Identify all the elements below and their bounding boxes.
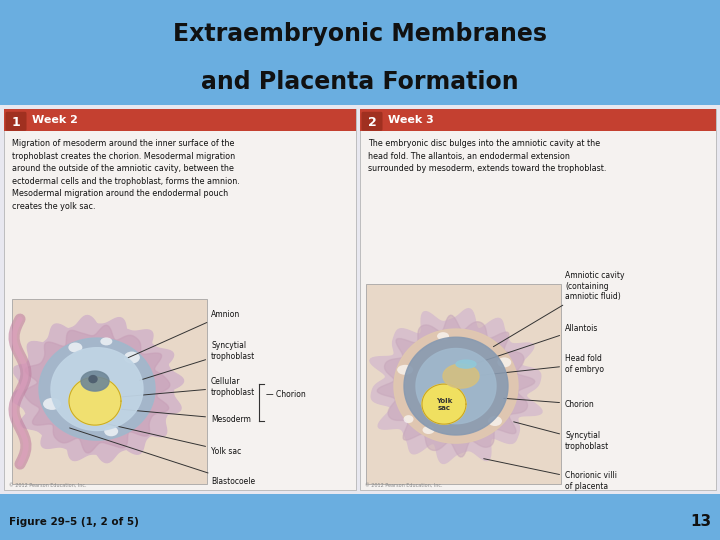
Polygon shape — [14, 315, 184, 463]
Ellipse shape — [437, 332, 449, 340]
Bar — [366, 284, 561, 484]
Polygon shape — [443, 364, 479, 388]
Polygon shape — [69, 377, 121, 425]
Text: — Chorion: — Chorion — [266, 389, 306, 399]
Polygon shape — [422, 384, 466, 424]
Text: 2: 2 — [368, 116, 377, 129]
Text: Week 3: Week 3 — [388, 116, 433, 125]
Polygon shape — [24, 325, 170, 453]
Polygon shape — [404, 337, 508, 435]
Text: © 2012 Pearson Education, Inc.: © 2012 Pearson Education, Inc. — [365, 483, 443, 488]
Polygon shape — [394, 329, 518, 443]
Text: 1: 1 — [12, 116, 20, 129]
Text: Mesoderm: Mesoderm — [122, 409, 251, 423]
Text: Cellular
trophoblast: Cellular trophoblast — [122, 377, 256, 397]
Polygon shape — [81, 371, 109, 391]
Text: and Placenta Formation: and Placenta Formation — [201, 70, 519, 94]
Text: Chorion: Chorion — [504, 399, 595, 409]
Polygon shape — [39, 338, 155, 440]
Ellipse shape — [397, 365, 413, 375]
Ellipse shape — [498, 357, 511, 367]
Bar — [4, 109, 356, 490]
Polygon shape — [377, 315, 535, 457]
Ellipse shape — [68, 342, 82, 353]
Polygon shape — [51, 348, 143, 430]
Text: Amniotic cavity
(containing
amniotic fluid): Amniotic cavity (containing amniotic flu… — [493, 271, 624, 347]
Ellipse shape — [124, 352, 140, 363]
Ellipse shape — [43, 398, 61, 410]
Ellipse shape — [456, 360, 476, 368]
Ellipse shape — [403, 415, 413, 423]
FancyBboxPatch shape — [6, 112, 27, 131]
Bar — [360, 109, 716, 131]
Ellipse shape — [100, 338, 112, 346]
Text: Figure 29–5 (1, 2 of 5): Figure 29–5 (1, 2 of 5) — [9, 517, 138, 526]
Ellipse shape — [89, 376, 97, 383]
Text: The embryonic disc bulges into the amniotic cavity at the
head fold. The allanto: The embryonic disc bulges into the amnio… — [368, 139, 606, 173]
Text: Migration of mesoderm around the inner surface of the
trophoblast creates the ch: Migration of mesoderm around the inner s… — [12, 139, 240, 211]
Ellipse shape — [423, 426, 435, 434]
Text: Extraembryonic Membranes: Extraembryonic Membranes — [173, 22, 547, 46]
Text: 13: 13 — [690, 514, 711, 529]
Text: Yolk
sac: Yolk sac — [436, 397, 452, 410]
Text: Blastocoele: Blastocoele — [70, 428, 255, 485]
Bar — [12, 299, 207, 484]
Text: Week 2: Week 2 — [32, 116, 78, 125]
Text: Yolk sac: Yolk sac — [98, 422, 241, 456]
Ellipse shape — [104, 426, 118, 436]
Bar — [360, 109, 716, 490]
Text: © 2012 Pearson Education, Inc.: © 2012 Pearson Education, Inc. — [9, 483, 86, 488]
FancyBboxPatch shape — [361, 112, 382, 131]
Text: Syncytial
trophoblast: Syncytial trophoblast — [140, 341, 256, 380]
Text: Head fold
of embryo: Head fold of embryo — [476, 354, 604, 376]
Polygon shape — [416, 348, 496, 424]
Polygon shape — [370, 309, 542, 463]
Text: Chorionic villi
of placenta: Chorionic villi of placenta — [484, 458, 617, 491]
Text: Syncytial
trophoblast: Syncytial trophoblast — [513, 422, 609, 451]
Text: Allantois: Allantois — [477, 323, 598, 363]
Bar — [4, 109, 356, 131]
Ellipse shape — [488, 416, 502, 426]
Text: Amnion: Amnion — [127, 309, 240, 358]
